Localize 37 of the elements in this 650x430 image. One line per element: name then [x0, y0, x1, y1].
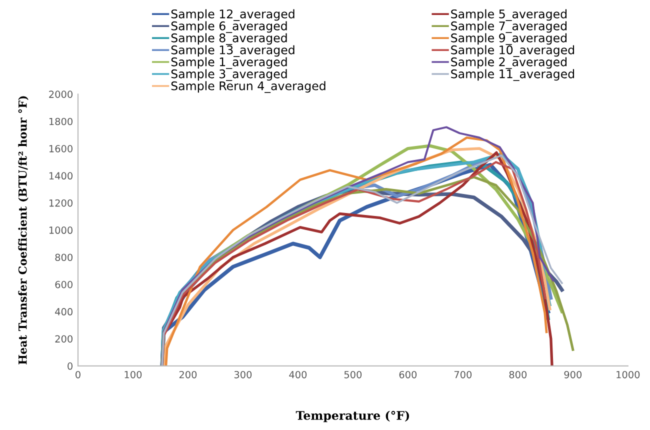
legend-label: Sample 12_averaged	[171, 9, 294, 21]
x-tick-label: 500	[344, 370, 362, 378]
y-tick-label: 2000	[49, 90, 72, 98]
y-tick-label: 200	[55, 335, 72, 343]
legend-label: Sample 7_averaged	[451, 21, 567, 33]
legend-label: Sample Rerun 4_averaged	[171, 81, 326, 93]
x-tick-label: 1000	[616, 370, 640, 378]
legend-label: Sample 6_averaged	[171, 21, 287, 33]
y-tick-label: 1000	[49, 226, 72, 234]
y-tick-label: 1800	[49, 118, 72, 126]
y-tick-label: 0	[68, 362, 72, 370]
y-tick-label: 800	[55, 254, 72, 262]
legend-label: Sample 2_averaged	[451, 57, 567, 69]
x-tick-label: 200	[179, 370, 197, 378]
x-tick-label: 0	[76, 370, 80, 378]
y-tick-label: 400	[55, 308, 72, 316]
x-tick-label: 400	[289, 370, 307, 378]
y-tick-label: 1600	[49, 145, 72, 152]
y-tick-label: 1400	[49, 172, 72, 180]
x-tick-label: 700	[454, 370, 472, 378]
legend-label: Sample 11_averaged	[451, 69, 574, 81]
y-tick-label: 600	[55, 280, 72, 288]
x-tick-label: 300	[234, 370, 252, 378]
legend-label: Sample 13_averaged	[171, 45, 294, 57]
x-axis-title: Temperature (°F)	[296, 410, 410, 422]
y-tick-label: 1200	[49, 199, 72, 207]
legend-label: Sample 9_averaged	[451, 33, 567, 45]
legend-label: Sample 1_averaged	[171, 57, 287, 69]
x-tick-label: 800	[509, 370, 527, 378]
legend-label: Sample 10_averaged	[451, 45, 574, 57]
y-axis-title: Heat Transfer Coefficient (BTU/ft² hour °F)	[18, 96, 28, 364]
x-tick-label: 600	[399, 370, 417, 378]
legend-label: Sample 5_averaged	[451, 9, 567, 21]
legend-label: Sample 8_averaged	[171, 33, 287, 45]
legend-label: Sample 3_averaged	[171, 69, 287, 81]
x-tick-label: 100	[124, 370, 142, 378]
x-tick-label: 900	[564, 370, 582, 378]
